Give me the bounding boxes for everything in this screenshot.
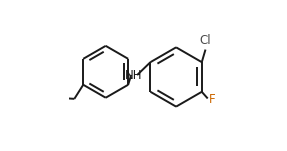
Text: NH: NH xyxy=(125,69,143,82)
Text: Cl: Cl xyxy=(200,34,211,47)
Text: F: F xyxy=(209,93,216,106)
